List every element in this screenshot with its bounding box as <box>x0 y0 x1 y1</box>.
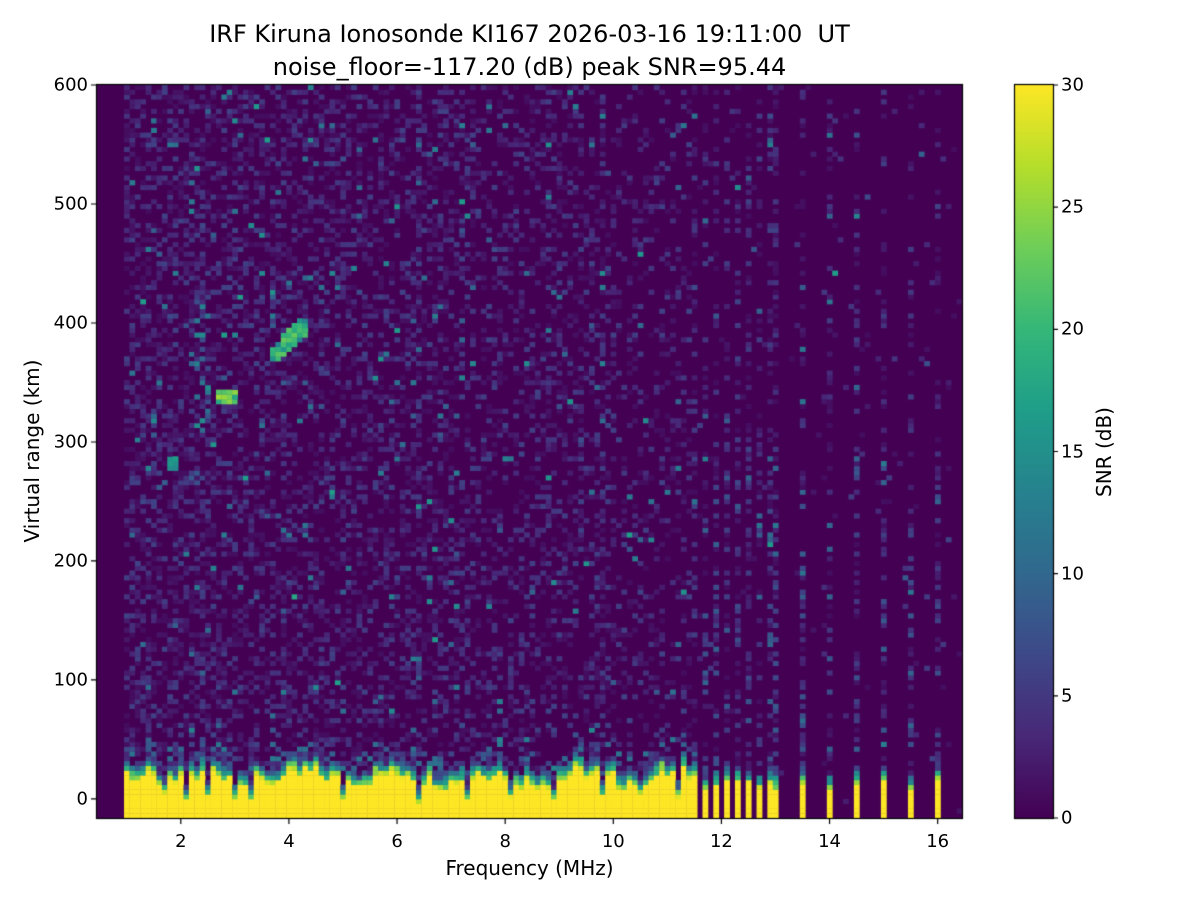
x-axis-label: Frequency (MHz) <box>445 856 614 880</box>
colorbar-tick-label: 30 <box>1061 74 1084 96</box>
x-tick-label: 12 <box>709 831 733 852</box>
colorbar-label: SNR (dB) <box>1092 407 1116 497</box>
y-tick-label: 400 <box>53 312 88 334</box>
colorbar-tick-label: 10 <box>1061 563 1084 585</box>
x-tick-label: 14 <box>818 831 841 852</box>
y-tick-label: 600 <box>53 74 88 96</box>
x-tick-label: 16 <box>926 831 950 852</box>
colorbar-tick-label: 0 <box>1061 807 1073 829</box>
colorbar-tick-label: 15 <box>1061 441 1084 462</box>
x-tick-label: 2 <box>175 831 187 852</box>
y-tick-label: 300 <box>53 431 88 453</box>
y-tick-label: 100 <box>53 669 88 691</box>
x-tick-label: 6 <box>391 831 403 852</box>
x-tick-label: 8 <box>499 831 511 852</box>
y-tick-label: 200 <box>53 550 88 572</box>
colorbar-tick-label: 5 <box>1061 685 1073 707</box>
colorbar-tick-label: 25 <box>1061 196 1084 218</box>
x-tick-label: 4 <box>283 831 295 852</box>
y-tick-label: 0 <box>76 788 88 810</box>
x-tick-label: 10 <box>601 831 625 852</box>
colorbar-tick-label: 20 <box>1061 318 1084 340</box>
chart-title: IRF Kiruna Ionosonde KI167 2026-03-16 19… <box>209 20 850 48</box>
y-tick-label: 500 <box>53 193 88 215</box>
chart-subtitle: noise_floor=-117.20 (dB) peak SNR=95.44 <box>272 53 787 81</box>
y-axis-label: Virtual range (km) <box>20 359 44 543</box>
